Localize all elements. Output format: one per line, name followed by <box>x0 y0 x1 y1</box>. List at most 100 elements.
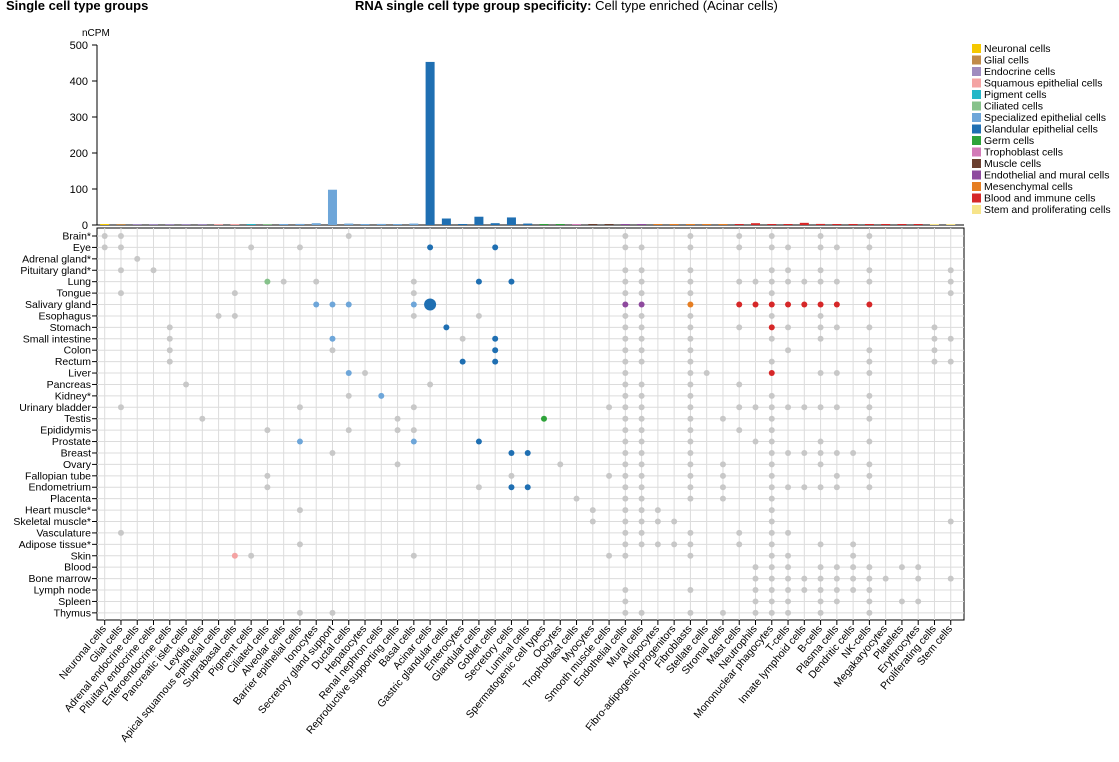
tissue-dot <box>622 598 629 605</box>
tissue-dot <box>622 461 629 468</box>
legend-label: Blood and immune cells <box>984 193 1095 205</box>
tissue-dot <box>866 358 873 365</box>
tissue-dot <box>622 335 629 342</box>
tissue-dot <box>768 438 775 445</box>
tissue-dot <box>394 415 401 422</box>
tissue-dot <box>671 541 678 548</box>
tissue-dot <box>638 312 645 319</box>
bar <box>913 224 923 225</box>
tissue-dot <box>785 552 792 559</box>
legend-swatch <box>972 101 981 111</box>
tissue-dot <box>801 587 808 594</box>
tissue-dot <box>817 312 824 319</box>
tissue-label: Adrenal gland* <box>22 253 91 265</box>
bar <box>425 61 435 225</box>
tissue-dot <box>638 484 645 491</box>
tissue-dot <box>866 233 873 239</box>
tissue-dot <box>638 427 645 434</box>
legend-swatch <box>972 147 981 157</box>
tissue-dot <box>622 312 629 319</box>
tissue-dot <box>833 472 840 479</box>
tissue-dot <box>866 278 873 285</box>
tissue-dot <box>947 335 954 342</box>
bar <box>718 224 728 225</box>
tissue-dot <box>768 495 775 502</box>
tissue-dot <box>817 233 824 239</box>
tissue-dot <box>947 267 954 274</box>
tissue-dot <box>606 404 613 411</box>
tissue-label: Kidney* <box>55 390 91 402</box>
tissue-dot <box>622 484 629 491</box>
tissue-dot <box>475 278 482 285</box>
tissue-dot <box>752 438 759 445</box>
tissue-dot <box>687 392 694 399</box>
tissue-dot <box>736 244 743 251</box>
tissue-dot <box>606 552 613 559</box>
tissue-dot <box>199 415 206 422</box>
tissue-label: Stomach <box>50 322 92 334</box>
bar <box>409 223 419 225</box>
bar <box>149 224 159 225</box>
legend-swatch <box>972 136 981 145</box>
tissue-dot <box>703 370 710 377</box>
tissue-dot <box>296 507 303 514</box>
tissue-dot <box>524 449 531 456</box>
tissue-dot <box>264 278 271 285</box>
tissue-dot <box>378 392 385 399</box>
tissue-label: Colon <box>64 345 92 357</box>
y-tick-label: 500 <box>70 40 88 52</box>
tissue-dot <box>492 244 499 251</box>
tissue-dot <box>638 324 645 331</box>
legend-swatch <box>972 170 981 180</box>
bar <box>669 224 679 225</box>
tissue-label: Thymus <box>54 607 91 619</box>
tissue-dot <box>768 461 775 468</box>
tissue-dot <box>752 587 759 594</box>
tissue-label: Liver <box>68 368 91 380</box>
tissue-dot <box>947 290 954 297</box>
tissue-dot <box>410 312 417 319</box>
tissue-dot <box>329 609 336 616</box>
tissue-label: Urinary bladder <box>19 402 91 414</box>
tissue-dot <box>117 244 124 251</box>
tissue-dot <box>638 358 645 365</box>
tissue-dot <box>866 598 873 605</box>
bar <box>311 223 321 225</box>
chart-title: RNA single cell type group specificity: … <box>355 0 778 13</box>
tissue-dot <box>785 529 792 536</box>
tissue-label: Endometrium <box>29 482 92 494</box>
tissue-dot <box>329 335 336 342</box>
tissue-dot <box>833 301 840 308</box>
tissue-dot <box>931 335 938 342</box>
bar <box>881 224 891 225</box>
tissue-dot <box>736 301 743 308</box>
tissue-dot <box>687 438 694 445</box>
tissue-dot <box>638 278 645 285</box>
tissue-dot <box>638 518 645 525</box>
tissue-dot <box>817 575 824 582</box>
tissue-dot <box>785 609 792 616</box>
tissue-dot <box>638 472 645 479</box>
tissue-dot <box>687 278 694 285</box>
bar <box>197 224 207 225</box>
tissue-dot <box>345 370 352 377</box>
tissue-dot <box>410 290 417 297</box>
tissue-dot <box>833 484 840 491</box>
tissue-label: Pituitary gland* <box>20 265 91 277</box>
tissue-dot <box>866 472 873 479</box>
legend-swatch <box>972 193 981 203</box>
tissue-dot <box>736 404 743 411</box>
bar <box>441 218 451 225</box>
tissue-dot <box>345 301 352 308</box>
tissue-dot <box>785 598 792 605</box>
tissue-dot <box>622 301 629 308</box>
bar <box>181 224 191 225</box>
tissue-dot <box>736 278 743 285</box>
tissue-dot <box>622 404 629 411</box>
tissue-dot <box>117 233 124 239</box>
tissue-dot <box>622 609 629 616</box>
tissue-dot <box>833 244 840 251</box>
tissue-dot <box>817 541 824 548</box>
tissue-dot <box>638 244 645 251</box>
